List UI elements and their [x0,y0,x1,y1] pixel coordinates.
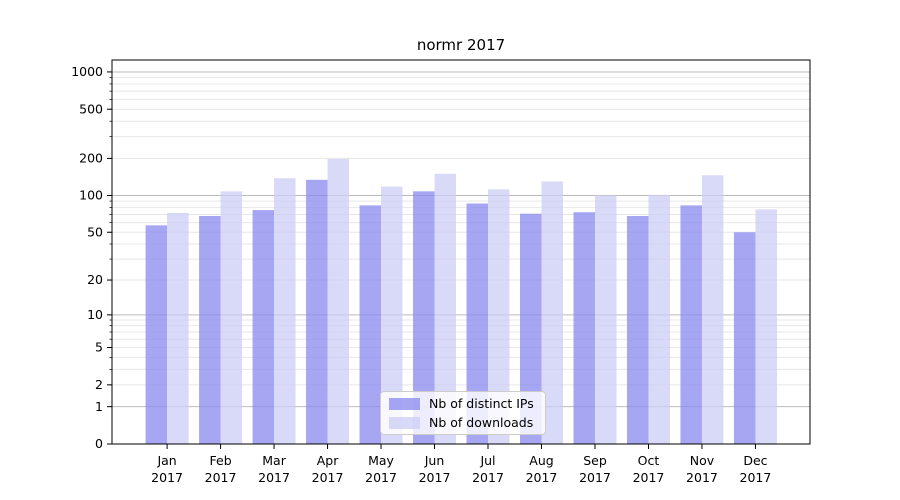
x-tick-label-year: 2017 [205,470,237,485]
plot-border [111,59,811,445]
x-tick-label-month: Apr [317,453,339,468]
bar-jan-distinct-ips [145,225,168,444]
y-tick-label: 100 [79,188,103,203]
y-tick-label: 5 [95,340,103,355]
bar-feb-downloads [220,191,243,444]
x-tick-label-year: 2017 [472,470,504,485]
x-tick-label-year: 2017 [633,470,665,485]
bar-dec-downloads [755,209,777,444]
x-tick-label-year: 2017 [365,470,397,485]
x-tick-label-year: 2017 [740,470,772,485]
x-tick-label-month: Jul [479,453,495,468]
bar-aug-downloads [541,181,563,444]
bar-oct-downloads [648,194,670,444]
y-tick-label: 1000 [71,64,103,79]
x-tick-label-month: Jan [156,453,176,468]
legend: Nb of distinct IPs Nb of downloads [380,391,546,435]
bar-apr-distinct-ips [306,179,328,444]
x-tick-label-year: 2017 [526,470,558,485]
bar-jul-downloads [488,189,510,444]
x-tick-label-month: Dec [743,453,767,468]
bar-mar-distinct-ips [252,210,275,444]
y-tick-label: 20 [87,272,103,287]
bar-mar-downloads [274,178,296,444]
y-tick-label: 500 [79,101,103,116]
bar-oct-distinct-ips [626,215,649,444]
bar-may-downloads [381,186,403,444]
y-tick-label: 1 [95,399,103,414]
y-tick-label: 200 [79,151,103,166]
bar-jul-distinct-ips [466,203,489,444]
x-tick-label-month: Sep [583,453,607,468]
bar-nov-distinct-ips [680,205,702,444]
legend-label-distinct-ips: Nb of distinct IPs [429,396,534,411]
x-tick-label-month: Oct [638,453,660,468]
x-tick-label-year: 2017 [419,470,451,485]
bar-jan-downloads [167,212,189,444]
bar-dec-distinct-ips [733,232,756,444]
legend-swatch-downloads [389,416,420,429]
x-tick-label-month: Jun [424,453,445,468]
x-tick-label-month: Mar [262,453,286,468]
bar-may-distinct-ips [359,205,382,444]
bar-apr-downloads [327,158,350,445]
bar-feb-distinct-ips [199,215,221,444]
legend-swatch-distinct-ips [389,397,420,410]
y-tick-label: 50 [87,224,103,239]
x-tick-label-month: Nov [690,453,715,468]
bar-sep-distinct-ips [573,212,595,444]
bar-aug-distinct-ips [519,213,542,444]
y-tick-label: 10 [87,307,103,322]
x-tick-label-month: Aug [529,453,553,468]
legend-item-downloads: Nb of downloads [389,415,537,430]
bar-sep-downloads [594,195,617,444]
chart-title: normr 2017 [416,36,506,54]
y-tick-label: 2 [95,377,103,392]
y-tick-label: 0 [95,436,103,451]
x-tick-label-year: 2017 [258,470,290,485]
x-tick-label-year: 2017 [686,470,718,485]
x-tick-label-month: May [368,453,394,468]
x-tick-label-month: Feb [210,453,232,468]
x-tick-label-year: 2017 [151,470,183,485]
legend-label-downloads: Nb of downloads [429,415,534,430]
bar-nov-downloads [701,175,724,444]
x-tick-label-year: 2017 [579,470,611,485]
legend-item-distinct-ips: Nb of distinct IPs [389,396,537,411]
x-tick-label-year: 2017 [312,470,344,485]
bar-jun-distinct-ips [413,191,435,444]
bar-jun-downloads [434,173,457,444]
